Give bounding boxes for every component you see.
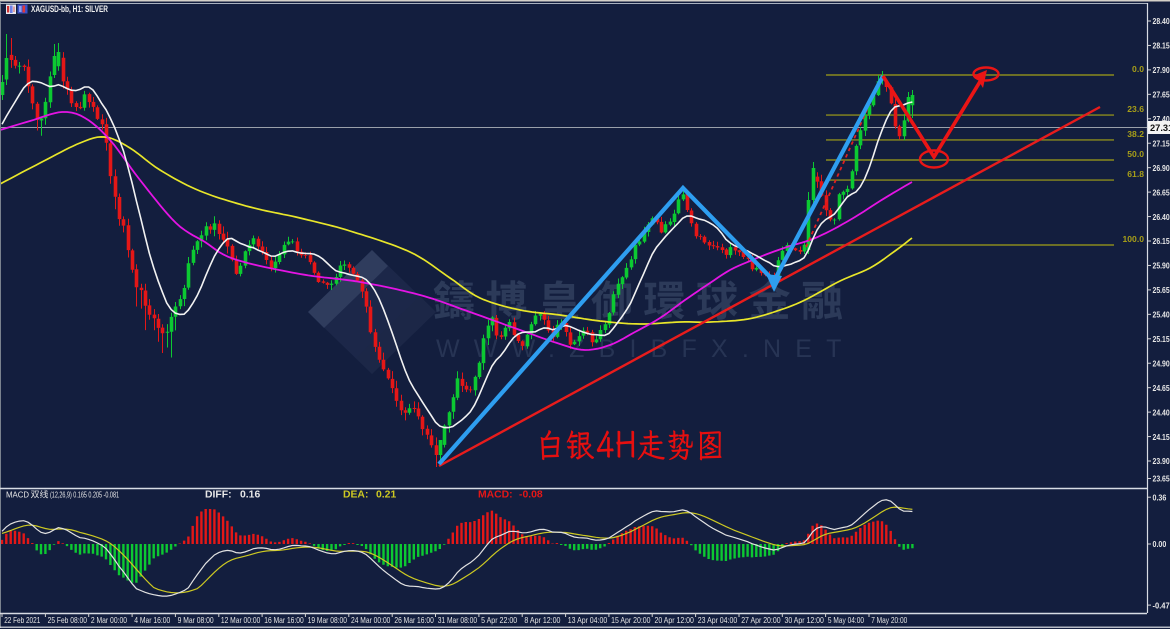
svg-text:27.40: 27.40 (1153, 114, 1170, 124)
svg-text:23.65: 23.65 (1153, 474, 1170, 484)
svg-text:DIFF:: DIFF: (205, 490, 232, 501)
svg-text:28.15: 28.15 (1153, 41, 1170, 51)
svg-text:27 Apr 20:00: 27 Apr 20:00 (741, 615, 781, 625)
svg-text:-0.08: -0.08 (519, 490, 543, 501)
svg-text:5 Apr 22:00: 5 Apr 22:00 (481, 615, 517, 625)
svg-text:0.21: 0.21 (376, 490, 396, 501)
svg-text:27.15: 27.15 (1153, 138, 1170, 148)
svg-text:WWW.ZBIBFX.NET: WWW.ZBIBFX.NET (436, 335, 856, 363)
svg-text:26.15: 26.15 (1153, 236, 1170, 246)
svg-text:19 Mar 08:00: 19 Mar 08:00 (308, 615, 348, 625)
svg-text:23.6: 23.6 (1127, 104, 1144, 114)
svg-text:24.40: 24.40 (1153, 407, 1170, 417)
svg-text:27.65: 27.65 (1153, 90, 1170, 100)
svg-text:12 Mar 00:00: 12 Mar 00:00 (221, 615, 261, 625)
svg-text:5 May 04:00: 5 May 04:00 (828, 615, 864, 625)
svg-text:23.90: 23.90 (1153, 456, 1170, 466)
svg-text:25.15: 25.15 (1153, 334, 1170, 344)
svg-text:20 Apr 12:00: 20 Apr 12:00 (655, 615, 695, 625)
svg-text:27.90: 27.90 (1153, 65, 1170, 75)
svg-text:31 Mar 08:00: 31 Mar 08:00 (438, 615, 478, 625)
svg-text:25.65: 25.65 (1153, 285, 1170, 295)
svg-text:16 Mar 16:00: 16 Mar 16:00 (264, 615, 304, 625)
svg-text:28.40: 28.40 (1153, 16, 1170, 26)
svg-text:100.0: 100.0 (1122, 234, 1144, 244)
svg-text:(12,26,9) 0.165 0.205 -0.081: (12,26,9) 0.165 0.205 -0.081 (50, 491, 119, 500)
svg-text:13 Apr 04:00: 13 Apr 04:00 (568, 615, 608, 625)
svg-text:4 Mar 16:00: 4 Mar 16:00 (134, 615, 170, 625)
svg-text:30 Apr 12:00: 30 Apr 12:00 (785, 615, 825, 625)
svg-text:7 May 20:00: 7 May 20:00 (871, 615, 907, 625)
svg-text:50.0: 50.0 (1127, 149, 1144, 159)
svg-text:9 Mar 08:00: 9 Mar 08:00 (178, 615, 214, 625)
svg-text:0.00: 0.00 (1153, 539, 1167, 549)
svg-text:0.36: 0.36 (1153, 492, 1167, 502)
svg-text:MACD: MACD (6, 491, 29, 500)
svg-text:26.40: 26.40 (1153, 212, 1170, 222)
svg-text:23 Apr 04:00: 23 Apr 04:00 (698, 615, 738, 625)
svg-text:22 Feb 2021: 22 Feb 2021 (4, 615, 40, 625)
svg-text:15 Apr 20:00: 15 Apr 20:00 (611, 615, 651, 625)
svg-text:25.40: 25.40 (1153, 310, 1170, 320)
svg-text:-0.47: -0.47 (1153, 600, 1170, 610)
svg-text:24.90: 24.90 (1153, 358, 1170, 368)
svg-text:25.90: 25.90 (1153, 261, 1170, 271)
svg-text:24.15: 24.15 (1153, 432, 1170, 442)
svg-text:38.2: 38.2 (1127, 129, 1144, 139)
svg-text:8 Apr 12:00: 8 Apr 12:00 (524, 615, 560, 625)
svg-text:24.65: 24.65 (1153, 383, 1170, 393)
svg-text:0.0: 0.0 (1132, 64, 1144, 74)
svg-text:26.90: 26.90 (1153, 163, 1170, 173)
svg-text:DEA:: DEA: (343, 490, 368, 501)
svg-text:0.16: 0.16 (240, 490, 260, 501)
svg-text:61.8: 61.8 (1127, 169, 1144, 179)
svg-text:MACD:: MACD: (478, 490, 513, 501)
svg-text:27.31: 27.31 (1150, 123, 1170, 133)
svg-text:24 Mar 00:00: 24 Mar 00:00 (351, 615, 391, 625)
svg-text:2 Mar 00:00: 2 Mar 00:00 (91, 615, 127, 625)
svg-text:26 Mar 16:00: 26 Mar 16:00 (394, 615, 434, 625)
svg-text:26.65: 26.65 (1153, 187, 1170, 197)
svg-text:25 Feb 08:00: 25 Feb 08:00 (48, 615, 88, 625)
svg-text:XAGUSD-bb, H1: SILVER: XAGUSD-bb, H1: SILVER (31, 4, 108, 14)
